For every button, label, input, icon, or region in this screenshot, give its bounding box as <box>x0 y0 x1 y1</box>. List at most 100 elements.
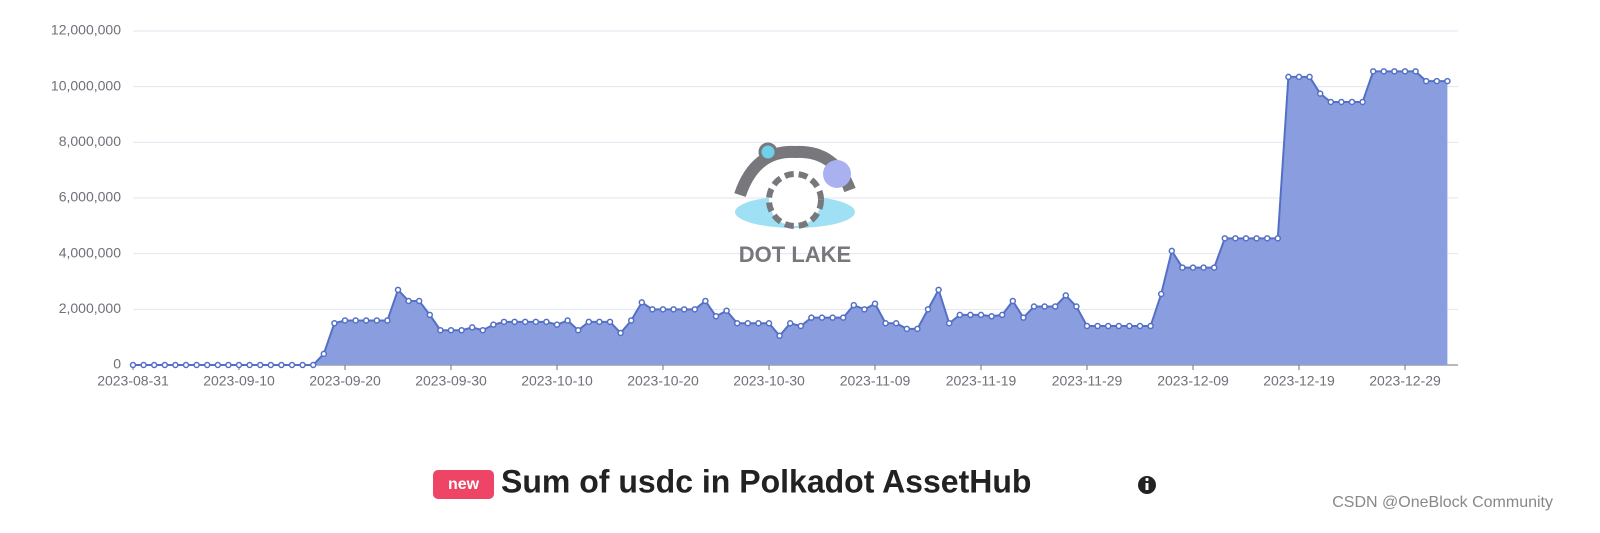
point <box>288 361 296 369</box>
title-group: new Sum of usdc in Polkadot AssetHub <box>433 463 1156 499</box>
point <box>1210 264 1218 271</box>
point <box>1147 322 1154 330</box>
point <box>511 318 518 326</box>
y-tick-label: 4,000,000 <box>59 244 121 260</box>
logo-text: DOT LAKE <box>739 242 851 267</box>
point <box>203 361 211 369</box>
point <box>914 325 921 333</box>
point <box>574 326 582 334</box>
point <box>1401 68 1409 75</box>
point <box>1094 322 1101 330</box>
info-icon-bar <box>1145 483 1149 490</box>
x-tick-label: 2023-12-29 <box>1369 373 1441 389</box>
point <box>723 307 730 314</box>
point <box>1179 264 1186 271</box>
point <box>490 321 497 328</box>
point <box>468 324 476 331</box>
y-tick-label: 6,000,000 <box>59 189 121 205</box>
x-tick-label: 2023-09-20 <box>309 373 381 389</box>
point <box>1327 98 1335 106</box>
point <box>352 317 359 324</box>
point <box>193 361 200 369</box>
point <box>426 311 434 319</box>
point <box>1422 77 1430 85</box>
badge-text: new <box>448 476 480 493</box>
point <box>150 361 158 369</box>
point <box>680 306 688 313</box>
point <box>988 313 995 320</box>
point <box>1232 235 1239 242</box>
point <box>956 311 964 319</box>
point <box>521 318 529 326</box>
x-tick-label: 2023-11-29 <box>1052 373 1123 389</box>
x-tick-label: 2023-10-20 <box>627 373 699 389</box>
point <box>1380 68 1388 75</box>
point <box>1062 292 1070 299</box>
logo-dot <box>766 171 824 229</box>
point <box>553 321 561 328</box>
point <box>797 322 805 330</box>
point <box>543 318 550 326</box>
point <box>850 301 858 309</box>
y-tick-label: 10,000,000 <box>51 77 121 93</box>
x-tick-label: 2023-11-09 <box>840 373 911 389</box>
point <box>744 320 752 327</box>
point <box>458 326 465 334</box>
x-tick-label: 2023-09-30 <box>415 373 487 389</box>
y-tick-label: 2,000,000 <box>59 300 121 316</box>
point <box>394 286 402 294</box>
point <box>1253 235 1260 242</box>
point <box>776 332 783 340</box>
point <box>638 299 646 306</box>
point <box>564 317 571 324</box>
point <box>320 350 328 358</box>
point <box>871 300 879 308</box>
point <box>1391 68 1398 75</box>
point <box>331 320 338 327</box>
point <box>786 320 794 327</box>
point <box>1359 98 1366 106</box>
point <box>1285 73 1292 81</box>
point <box>405 297 412 305</box>
logo-bubble <box>758 142 778 162</box>
point <box>362 317 370 324</box>
watermark: CSDN @OneBlock Community <box>1332 494 1553 511</box>
point <box>627 317 635 324</box>
x-tick-label: 2023-10-30 <box>733 373 805 389</box>
point <box>1263 235 1271 242</box>
point <box>998 311 1006 319</box>
point <box>140 361 147 369</box>
point <box>1083 322 1091 330</box>
point <box>945 320 953 327</box>
point <box>214 361 222 369</box>
point <box>755 320 762 327</box>
point <box>659 306 667 313</box>
point <box>1136 322 1144 330</box>
point <box>1041 303 1048 310</box>
point <box>765 320 773 327</box>
point <box>702 297 709 305</box>
y-tick-label: 12,000,000 <box>51 22 121 38</box>
point <box>309 361 317 369</box>
point <box>479 326 487 334</box>
point <box>1306 73 1313 81</box>
point <box>1369 68 1377 75</box>
point <box>500 318 508 326</box>
point <box>935 286 942 294</box>
point <box>670 306 677 313</box>
point <box>712 313 720 320</box>
point <box>1115 322 1123 330</box>
point <box>1073 303 1080 310</box>
badge <box>433 470 494 499</box>
area <box>133 71 1448 365</box>
point <box>924 306 932 313</box>
point <box>1274 235 1282 242</box>
point <box>967 311 974 319</box>
point <box>447 326 455 334</box>
point <box>1030 303 1038 310</box>
point <box>691 306 699 313</box>
point <box>861 306 868 313</box>
point <box>903 325 911 333</box>
point <box>617 329 624 337</box>
